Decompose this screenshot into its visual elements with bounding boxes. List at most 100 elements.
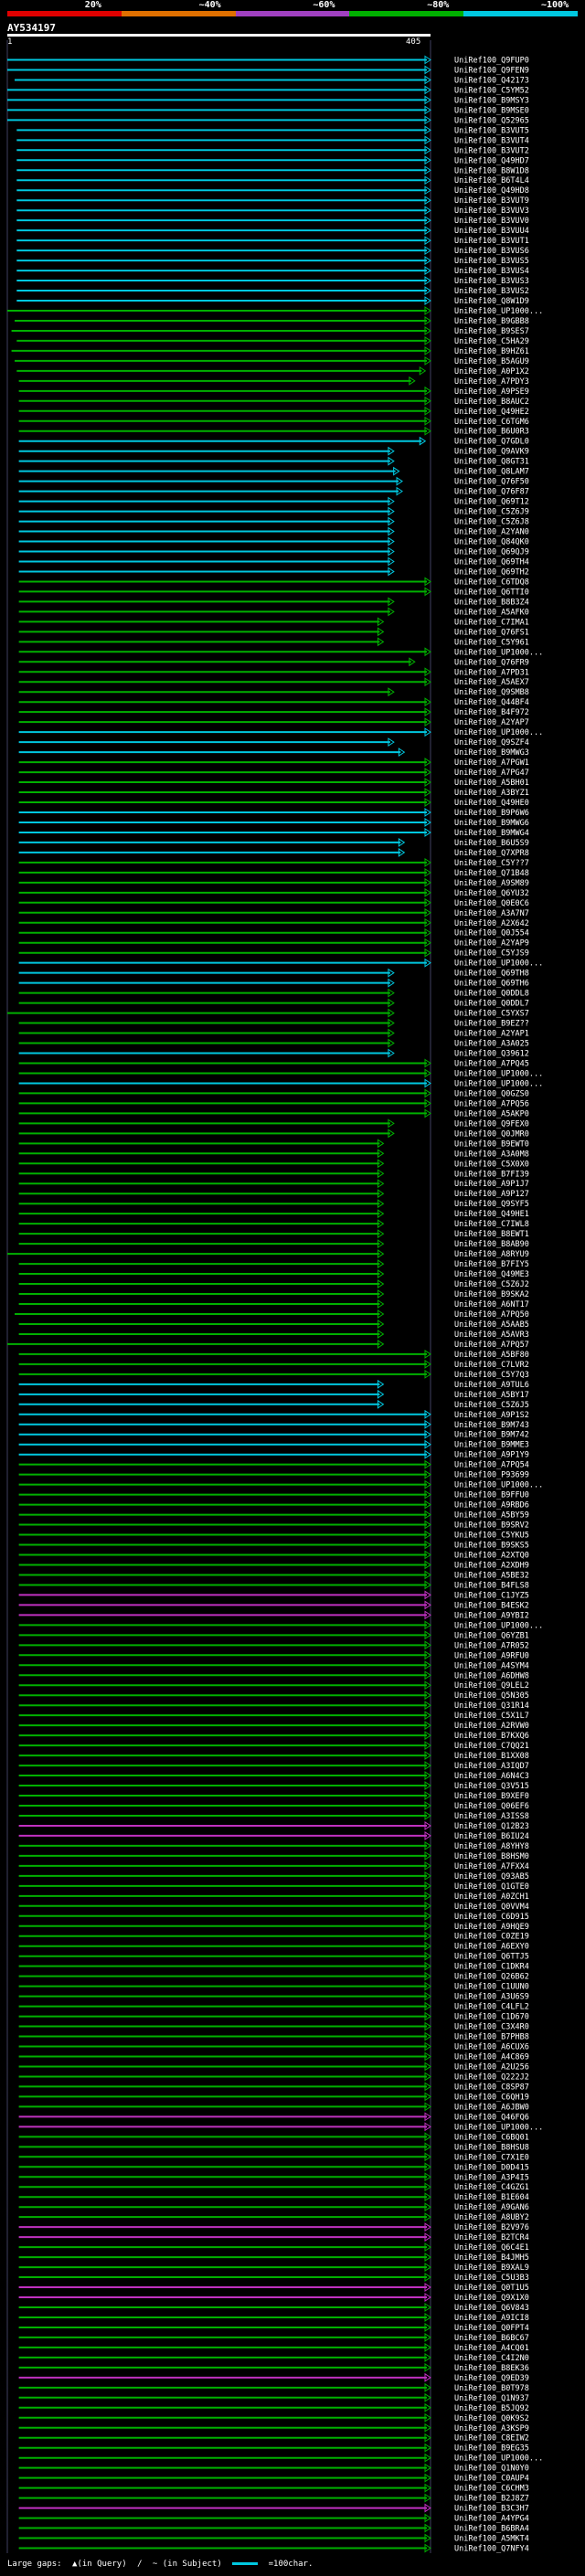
hit-arrowhead [424, 2313, 431, 2322]
hit-arrowhead [424, 216, 431, 226]
hit-arrowhead [424, 2443, 431, 2453]
hit-arrowhead [377, 1320, 385, 1329]
hit-label: UniRef100_Q9FEX0 [454, 1119, 529, 1129]
hit-label: UniRef100_B3VUT9 [454, 196, 529, 206]
hit-arrowhead [377, 1309, 385, 1319]
hit-label: UniRef100_Q49ME3 [454, 1270, 529, 1279]
hit-label: UniRef100_A6EXY0 [454, 1943, 529, 1952]
legend-label: ~100% [541, 0, 569, 10]
gaps-subject-label: ~ (in Subject) [152, 2560, 222, 2569]
hit-arrowhead [424, 85, 431, 95]
hit-label: UniRef100_A5MKT4 [454, 2535, 529, 2544]
hit-label: UniRef100_A9PSE9 [454, 387, 529, 397]
hit-label: UniRef100_Q93AB5 [454, 1872, 529, 1882]
identity-legend-bar [7, 11, 578, 16]
hit-label: UniRef100_A7PGW1 [454, 758, 529, 768]
hit-arrowhead [424, 316, 431, 325]
hit-label: UniRef100_B7KXQ6 [454, 1732, 529, 1741]
hit-label: UniRef100_C5Y??7 [454, 859, 529, 868]
hit-label: UniRef100_B9P6W6 [454, 809, 529, 818]
hit-label: UniRef100_C6QH19 [454, 2093, 529, 2102]
hit-label: UniRef100_A4C869 [454, 2052, 529, 2062]
hit-arrowhead [424, 2192, 431, 2202]
hit-label: UniRef100_Q69TH4 [454, 557, 529, 567]
hit-arrowhead [424, 867, 431, 877]
hit-arrowhead [388, 506, 395, 516]
hit-label: UniRef100_B9MME3 [454, 1441, 529, 1450]
hit-label: UniRef100_A5AAB5 [454, 1320, 529, 1330]
hit-arrowhead [424, 1891, 431, 1901]
ruler-end-label: 405 [406, 37, 421, 47]
hit-label: UniRef100_Q8W1D9 [454, 297, 529, 306]
hit-label: UniRef100_Q1N937 [454, 2394, 529, 2403]
hit-arrowhead [424, 1731, 431, 1741]
hit-arrowhead [388, 1008, 395, 1018]
hit-arrowhead [424, 1991, 431, 2001]
hit-label: UniRef100_Q76FS1 [454, 628, 529, 637]
hit-arrowhead [424, 2463, 431, 2473]
hit-label: UniRef100_B9MWG3 [454, 748, 529, 758]
hit-label: UniRef100_B9MSE0 [454, 106, 529, 115]
hit-label: UniRef100_B9M743 [454, 1421, 529, 1430]
hit-label: UniRef100_A5AFK0 [454, 608, 529, 617]
hit-arrowhead [377, 1149, 385, 1159]
hit-arrowhead [424, 1801, 431, 1810]
hit-label: UniRef100_Q9SZF4 [454, 738, 529, 747]
hit-label: UniRef100_C6BQ01 [454, 2133, 529, 2142]
hit-arrowhead [424, 1449, 431, 1459]
hit-arrowhead [377, 1139, 385, 1149]
hit-label: UniRef100_B9MSY3 [454, 96, 529, 105]
footer-legend: Large gaps: ▲(in Query) / ~ (in Subject)… [7, 2560, 318, 2569]
hit-label: UniRef100_A7PD31 [454, 668, 529, 677]
hit-label: UniRef100_B9GBB8 [454, 317, 529, 326]
hit-arrowhead [424, 75, 431, 85]
hit-arrowhead [424, 1781, 431, 1790]
hit-label: UniRef100_Q0E0C6 [454, 899, 529, 908]
hit-arrowhead [424, 1610, 431, 1620]
legend-segment [463, 11, 578, 16]
hit-label: UniRef100_A5BY59 [454, 1511, 529, 1521]
hit-arrowhead [424, 55, 431, 65]
hit-arrowhead [424, 165, 431, 175]
hit-arrowhead [424, 1691, 431, 1701]
hit-label: UniRef100_C7X1E0 [454, 2153, 529, 2162]
hit-arrowhead [424, 1409, 431, 1419]
legend-label: ~60% [313, 0, 335, 10]
hit-label: UniRef100_UP1000... [454, 959, 543, 969]
hit-label: UniRef100_A8RYU9 [454, 1250, 529, 1259]
hit-label: UniRef100_P93699 [454, 1471, 529, 1480]
hit-arrowhead [424, 1078, 431, 1088]
hit-label: UniRef100_B6IU24 [454, 1832, 529, 1841]
hit-arrowhead [377, 1259, 385, 1269]
hit-arrowhead [424, 2212, 431, 2222]
hit-label: UniRef100_B8EWT1 [454, 1230, 529, 1239]
hit-label: UniRef100_Q5N305 [454, 1691, 529, 1701]
hit-arrowhead [424, 1439, 431, 1449]
hit-arrowhead [388, 1129, 395, 1139]
hit-arrowhead [424, 2021, 431, 2031]
hit-label: UniRef100_B2V976 [454, 2223, 529, 2232]
hit-label: UniRef100_C3X4R0 [454, 2023, 529, 2032]
hit-label: UniRef100_B3VUU4 [454, 227, 529, 236]
hit-label: UniRef100_A3P4I5 [454, 2173, 529, 2182]
hit-arrowhead [424, 1570, 431, 1580]
hit-arrowhead [424, 2493, 431, 2503]
hit-arrowhead [424, 2352, 431, 2362]
hit-label: UniRef100_Q6TTI0 [454, 588, 529, 597]
hit-arrowhead [377, 1179, 385, 1189]
hit-arrowhead [424, 326, 431, 335]
hit-label: UniRef100_Q06EF6 [454, 1802, 529, 1811]
hit-label: UniRef100_A2YAP7 [454, 718, 529, 727]
hit-label: UniRef100_C5Z6J9 [454, 508, 529, 517]
hit-arrowhead [424, 2483, 431, 2493]
hit-arrowhead [424, 1711, 431, 1721]
hit-arrowhead [424, 1540, 431, 1550]
hit-label: UniRef100_C1DKR4 [454, 1963, 529, 1972]
hit-label: UniRef100_Q76F87 [454, 488, 529, 497]
hit-arrowhead [424, 1850, 431, 1860]
hit-arrowhead [424, 1108, 431, 1118]
hit-label: UniRef100_B8EK36 [454, 2364, 529, 2373]
hit-arrowhead [424, 907, 431, 917]
hit-label: UniRef100_A6N4C3 [454, 1772, 529, 1781]
hit-label: UniRef100_B1E604 [454, 2193, 529, 2202]
